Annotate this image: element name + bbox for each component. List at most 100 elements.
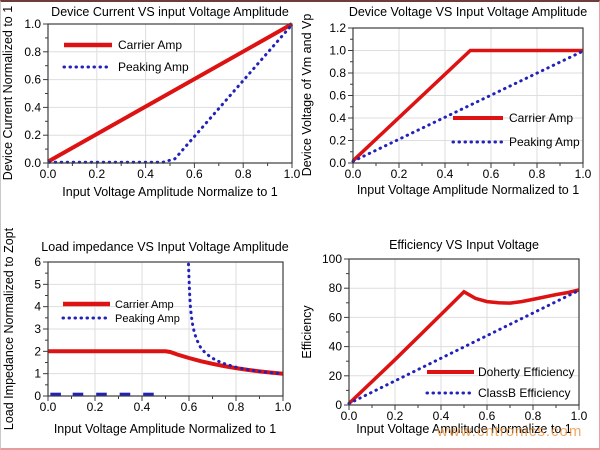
chart-device-current: 0.0 0.2 0.4 0.6 0.8 1.0 0.0 0.2 0.4 0.6 0.8 1.0 Dev… [0,0,300,225]
y-tick-label: 3 [34,322,41,336]
x-axis-label: Input Voltage Amplitude Normalized to 1 [54,422,276,436]
x-tick-label: 0.2 [87,400,104,414]
x-axis-label: Input Voltage Amplitude Normalize to 1 [62,185,277,199]
legend-label-doherty: Doherty Efficiency [478,365,575,379]
x-tick-label: 0.0 [40,400,57,414]
x-tick-label: 0.8 [529,167,546,181]
legend-label-peaking: Peaking Amp [118,60,189,74]
chart-title: Efficiency VS Input Voltage [389,238,539,252]
series-layer [48,262,285,397]
legend-samples [62,42,114,69]
y-tick-label: 0.8 [24,45,41,59]
series-carrier-amp [47,22,293,164]
x-tick-label: 0.6 [181,400,198,414]
x-axis-label: Input Voltage Amplitude Normalized to 1 [357,183,579,197]
y-tick-label: 0.2 [329,134,346,148]
legend-label-peaking: Peaking Amp [509,135,580,149]
y-tick-label: 1.0 [329,44,346,58]
x-tick-label: 0.0 [40,167,57,181]
y-tick-label: 0.8 [329,66,346,80]
axis-ticks [344,258,580,410]
plot-frame [348,258,580,406]
chart-efficiency-svg: 0.0 0.2 0.4 0.6 0.8 1.0 0 20 40 60 80 100 Efficienc… [300,238,588,436]
chart-title: Device Voltage VS Input Voltage Amplitud… [349,5,587,19]
series-doherty-efficiency [347,288,580,405]
series-peaking-amp [187,262,285,376]
y-tick-label: 4 [34,300,41,314]
x-tick-label: 0.8 [525,409,542,423]
tick-labels: 0.0 0.2 0.4 0.6 0.8 1.0 0.0 0.2 0.4 0.6 0.8 1.0 1.2 [329,21,591,181]
y-tick-label: 80 [329,281,343,295]
y-tick-label: 5 [34,277,41,291]
x-tick-label: 0.8 [228,400,245,414]
x-tick-label: 0.0 [341,409,358,423]
axis-ticks [43,261,284,401]
chart-device-voltage: 0.0 0.2 0.4 0.6 0.8 1.0 0.0 0.2 0.4 0.6 0.8 1.0 1.2 … [300,0,600,225]
plot-layers: 0.0 0.2 0.4 0.6 0.8 1.0 0 1 2 3 4 5 6 [34,255,291,414]
series-layer [351,48,585,163]
legend-samples [425,370,476,395]
series-classb-efficiency [347,288,581,405]
y-tick-label: 1.0 [24,17,41,31]
series-layer [47,22,294,164]
legend-label-classb: ClassB Efficiency [478,386,570,400]
tick-labels: 0.0 0.2 0.4 0.6 0.8 1.0 0 20 40 60 80 100 [322,252,588,423]
axis-ticks [43,23,293,168]
watermark: www.cntronics.com [437,423,583,440]
chart-load-impedance-svg: 0.0 0.2 0.4 0.6 0.8 1.0 0 1 2 3 4 5 6 Load impedance… [2,227,292,436]
y-tick-label: 20 [329,369,343,383]
y-tick-label: 0.0 [329,156,346,170]
series-peaking-amp [351,49,585,163]
x-tick-label: 1.0 [575,167,592,181]
plot-grid [48,24,292,163]
y-tick-label: 0.2 [24,128,41,142]
x-tick-label: 0.4 [437,167,454,181]
chart-device-current-svg: 0.0 0.2 0.4 0.6 0.8 1.0 0.0 0.2 0.4 0.6 0.8 1.0 Dev… [1,5,300,199]
y-tick-label: 0.0 [24,156,41,170]
x-tick-label: 0.6 [186,167,203,181]
y-tick-label: 1 [34,367,41,381]
x-tick-label: 0.6 [483,167,500,181]
y-tick-label: 0.6 [24,73,41,87]
series-peaking-amp [47,23,294,164]
legend-label-carrier: Carrier Amp [115,299,174,311]
y-tick-label: 0 [335,398,342,412]
x-tick-label: 0.4 [433,409,450,423]
chart-load-impedance: 0.0 0.2 0.4 0.6 0.8 1.0 0 1 2 3 4 5 6 Load impedance… [0,225,300,450]
x-tick-label: 1.0 [571,409,588,423]
y-tick-label: 6 [34,255,41,269]
chart-title: Load impedance VS Input Voltage Amplitud… [41,240,288,254]
plot-grid [48,262,283,396]
y-axis-label: Efficiency [300,305,314,359]
x-tick-label: 0.6 [479,409,496,423]
y-tick-label: 60 [329,310,343,324]
x-tick-label: 0.0 [345,167,362,181]
x-tick-label: 1.0 [275,400,292,414]
legend-label-peaking: Peaking Amp [115,313,180,325]
plot-layers: 0.0 0.2 0.4 0.6 0.8 1.0 0.0 0.2 0.4 0.6 0.8 1.0 [24,17,300,181]
y-tick-label: 1.2 [329,21,346,35]
y-tick-label: 100 [322,252,342,266]
y-axis-label: Device Voltage of Vm and Vp [300,14,314,177]
y-tick-label: 0.6 [329,89,346,103]
x-tick-label: 0.2 [387,409,404,423]
tick-labels: 0.0 0.2 0.4 0.6 0.8 1.0 0 1 2 3 4 5 6 [34,255,291,414]
chart-title: Device Current VS input Voltage Amplitud… [51,5,289,19]
x-axis-label: Input Voltage Amplitude Normalize to 1 [356,422,571,436]
legend-label-carrier: Carrier Amp [118,38,182,52]
plot-layers: 0.0 0.2 0.4 0.6 0.8 1.0 0.0 0.2 0.4 0.6 0.8 1.0 1.2 [329,21,591,181]
plot-grid [349,259,579,405]
x-tick-label: 0.4 [137,167,154,181]
x-tick-label: 0.4 [134,400,151,414]
legend-samples [451,116,505,144]
tick-labels: 0.0 0.2 0.4 0.6 0.8 1.0 0.0 0.2 0.4 0.6 0.8 1.0 [24,17,300,181]
x-tick-label: 0.8 [235,167,252,181]
axis-ticks [348,27,584,168]
x-tick-label: 0.2 [88,167,105,181]
x-tick-label: 1.0 [284,167,300,181]
y-axis-label: Load Impedance Normalized to Zopt [2,227,16,430]
y-tick-label: 0.4 [24,100,41,114]
series-layer [347,288,581,405]
